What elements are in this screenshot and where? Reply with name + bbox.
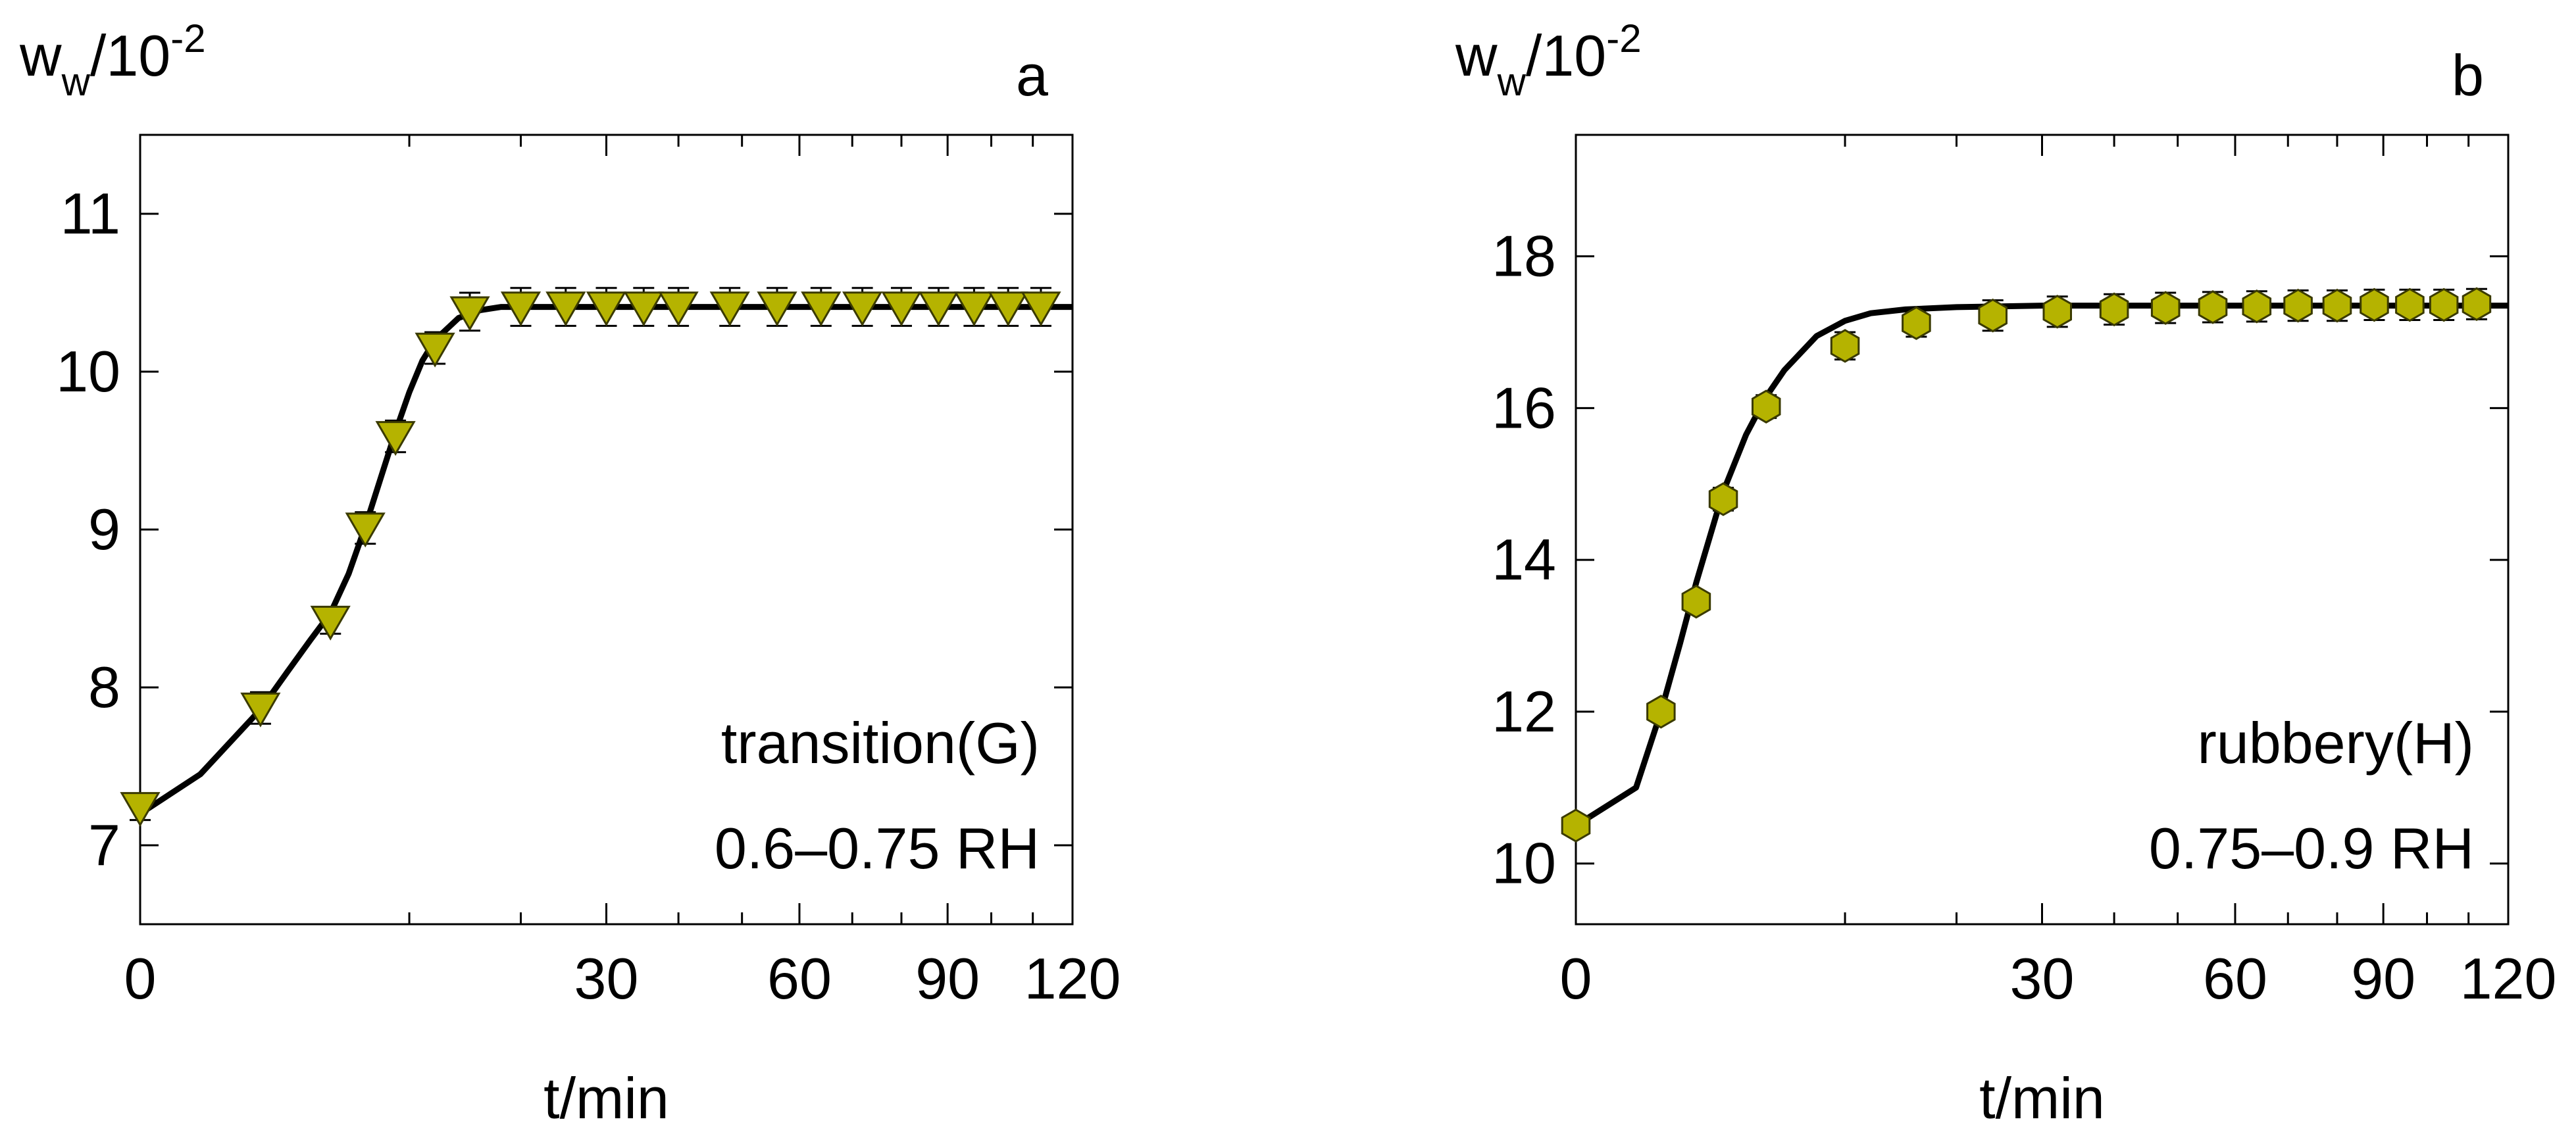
x-tick-label: 60 bbox=[2203, 946, 2267, 1011]
data-point bbox=[918, 291, 959, 327]
data-point bbox=[1752, 389, 1781, 424]
panel-letter: a bbox=[1016, 43, 1048, 108]
data-point bbox=[709, 291, 750, 327]
data-point bbox=[2099, 292, 2129, 327]
annotation-text: rubbery(H) bbox=[2197, 710, 2474, 776]
x-tick-label: 0 bbox=[1560, 946, 1592, 1011]
data-point bbox=[2283, 288, 2313, 323]
x-tick-label: 90 bbox=[2351, 946, 2415, 1011]
y-axis-label-rest: /10 bbox=[1526, 23, 1606, 88]
y-axis-label-base: w bbox=[19, 23, 62, 88]
data-point bbox=[658, 291, 699, 327]
data-point bbox=[2198, 290, 2228, 324]
data-point bbox=[2429, 287, 2459, 322]
data-point bbox=[842, 291, 883, 327]
y-axis-label-sup: -2 bbox=[1606, 16, 1641, 61]
data-point bbox=[240, 692, 281, 728]
annotation-text: transition(G) bbox=[721, 710, 1040, 776]
annotation-text: 0.6–0.75 RH bbox=[715, 816, 1040, 881]
data-point bbox=[545, 291, 586, 327]
data-point bbox=[1021, 291, 1061, 327]
y-axis-label-sub: w bbox=[61, 60, 91, 104]
data-point bbox=[1830, 329, 1860, 363]
y-tick-label: 12 bbox=[1492, 679, 1556, 744]
data-point bbox=[881, 291, 922, 327]
y-axis-label-base: w bbox=[1455, 23, 1498, 88]
x-tick-label: 0 bbox=[124, 946, 157, 1011]
data-point bbox=[1708, 482, 1738, 516]
data-point bbox=[801, 291, 842, 327]
data-point bbox=[449, 296, 490, 332]
data-point bbox=[1561, 808, 1591, 843]
y-axis-label-sub: w bbox=[1497, 60, 1527, 104]
data-point bbox=[500, 291, 542, 327]
data-point bbox=[415, 332, 455, 368]
x-tick-label: 120 bbox=[1024, 946, 1121, 1011]
data-point bbox=[757, 291, 797, 327]
y-axis-label: ww/10-2 bbox=[1455, 16, 1642, 104]
y-tick-label: 8 bbox=[88, 655, 120, 720]
data-point bbox=[2042, 295, 2072, 329]
panel-a: 7 8 9 10 11 0 30 60 90 120 t/min ww/10-2 a transition… bbox=[19, 16, 1121, 1131]
y-tick-label: 7 bbox=[88, 812, 120, 878]
data-point bbox=[988, 291, 1028, 327]
y-axis-label-rest: /10 bbox=[90, 23, 170, 88]
data-point bbox=[120, 792, 161, 827]
x-tick-label: 60 bbox=[767, 946, 832, 1011]
x-tick-label: 30 bbox=[574, 946, 639, 1011]
data-point bbox=[623, 291, 664, 327]
data-point bbox=[1681, 584, 1711, 619]
x-axis-label: t/min bbox=[1979, 1066, 2105, 1131]
x-axis-label: t/min bbox=[543, 1066, 669, 1131]
data-point bbox=[375, 421, 416, 456]
data-point bbox=[2322, 288, 2352, 323]
y-axis-label: ww/10-2 bbox=[19, 16, 206, 104]
x-tick-label: 30 bbox=[2010, 946, 2075, 1011]
y-tick-label: 16 bbox=[1492, 375, 1556, 440]
plot-frame bbox=[139, 134, 1074, 926]
data-point bbox=[2462, 287, 2492, 322]
fit-curve bbox=[138, 304, 1073, 816]
data-point bbox=[2395, 287, 2425, 322]
data-point bbox=[1646, 695, 1676, 729]
data-point bbox=[2242, 289, 2272, 324]
y-tick-label: 11 bbox=[61, 181, 120, 246]
data-point bbox=[2360, 287, 2389, 322]
data-point bbox=[2150, 291, 2181, 325]
data-point bbox=[953, 291, 995, 327]
data-point bbox=[586, 291, 627, 327]
annotation-text: 0.75–0.9 RH bbox=[2149, 816, 2474, 881]
x-tick-label: 90 bbox=[915, 946, 980, 1011]
y-tick-label: 9 bbox=[88, 497, 120, 562]
data-point bbox=[1902, 306, 1931, 340]
panel-letter: b bbox=[2452, 43, 2484, 108]
y-tick-label: 14 bbox=[1492, 527, 1556, 592]
data-point bbox=[310, 605, 351, 641]
y-axis-label-sup: -2 bbox=[170, 16, 205, 61]
panel-b: 10 12 14 16 18 0 30 60 90 120 t/min ww/10-2 b rubbery… bbox=[1455, 16, 2556, 1131]
plot-frame bbox=[1575, 134, 2510, 926]
data-point bbox=[1978, 298, 2008, 333]
data-point bbox=[345, 512, 386, 548]
y-tick-label: 18 bbox=[1492, 224, 1556, 289]
y-tick-label: 10 bbox=[56, 339, 120, 404]
y-tick-label: 10 bbox=[1492, 831, 1556, 896]
x-tick-label: 120 bbox=[2460, 946, 2557, 1011]
